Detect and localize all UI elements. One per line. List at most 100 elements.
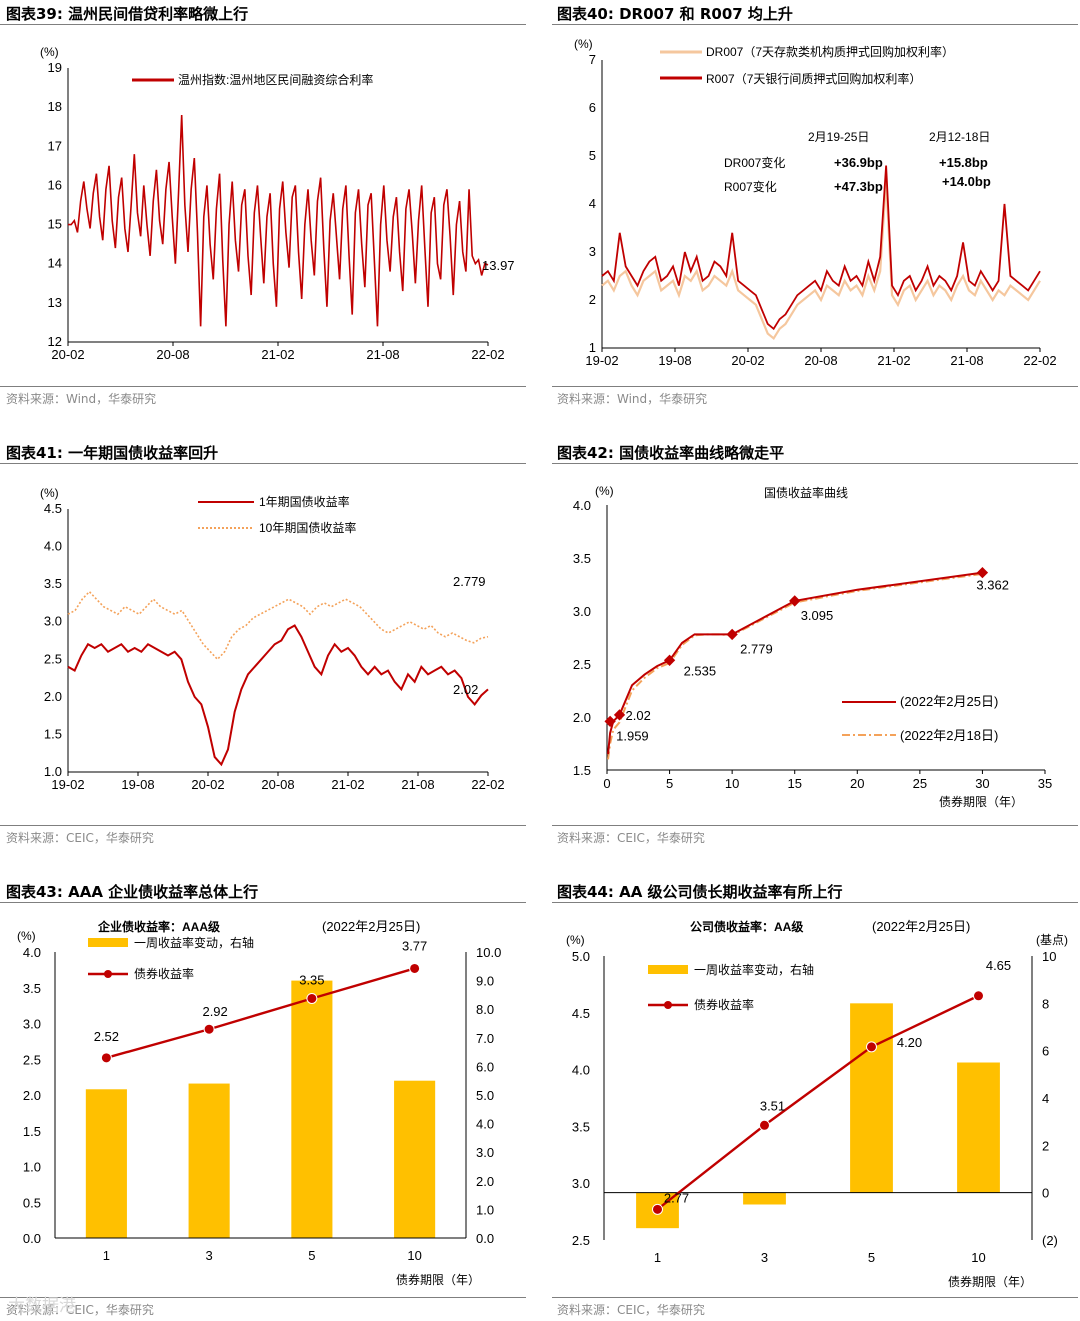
legend-swatch	[648, 965, 688, 974]
y-tick-label: 3.0	[44, 614, 62, 629]
x-tick-label: 1	[654, 1250, 661, 1265]
y-tick-label: 3.0	[572, 1176, 590, 1191]
legend-label: 10年期国债收益率	[259, 520, 356, 535]
x-tick-label: 22-02	[471, 777, 504, 792]
data-label: 2.77	[664, 1190, 689, 1205]
y-tick-label: 5.0	[572, 949, 590, 964]
y-tick-label: 18	[48, 99, 62, 114]
y2-tick-label: 6	[1042, 1044, 1049, 1059]
y-tick-label: 3.0	[23, 1017, 41, 1032]
y-tick-label: 3.0	[573, 604, 591, 619]
y-tick-label: 4.0	[23, 945, 41, 960]
annotation-text: 2月12-18日	[929, 130, 990, 144]
y-tick-label: 4.5	[572, 1006, 590, 1021]
bar	[957, 1062, 1000, 1193]
legend-label: (2022年2月18日)	[900, 728, 998, 743]
x-tick-label: 19-08	[658, 353, 691, 368]
y-tick-label: 1.0	[44, 764, 62, 779]
y-tick-label: 0.0	[23, 1231, 41, 1246]
title-rule	[0, 902, 526, 903]
source-note-44: 资料来源：CEIC，华泰研究	[557, 1303, 705, 1317]
chart-title: 公司债收益率：AA级	[690, 919, 803, 934]
annotation-value: +15.8bp	[939, 155, 988, 170]
series-line	[607, 572, 983, 760]
y-tick-label: 2.5	[44, 651, 62, 666]
x-tick-label: 15	[787, 776, 801, 791]
y-tick-label: 5	[589, 148, 596, 163]
data-point	[652, 1203, 663, 1215]
y-tick-label: 2.0	[23, 1088, 41, 1103]
x-tick-label: 10	[725, 776, 739, 791]
title-rule	[552, 902, 1078, 903]
y2-tick-label: 8	[1042, 996, 1049, 1011]
y2-tick-label: 3.0	[476, 1145, 494, 1160]
y-tick-label: 4.0	[572, 1063, 590, 1078]
panel-title-41: 图表41: 一年期国债收益率回升	[6, 444, 219, 462]
legend-label: 1年期国债收益率	[259, 494, 350, 509]
legend-label: DR007（7天存款类机构质押式回购加权利率）	[706, 44, 954, 59]
y-tick-label: 2.0	[573, 710, 591, 725]
annotation-value: +36.9bp	[834, 155, 883, 170]
x-tick-label: 25	[913, 776, 927, 791]
panel-title-39: 图表39: 温州民间借贷利率略微上行	[6, 5, 249, 23]
data-label: 2.779	[453, 574, 486, 589]
y-tick-label: 13	[48, 295, 62, 310]
x-tick-label: 5	[868, 1250, 875, 1265]
y2-tick-label: 7.0	[476, 1031, 494, 1046]
title-rule	[0, 24, 526, 25]
source-rule	[552, 386, 1078, 387]
x-tick-label: 19-02	[51, 777, 84, 792]
data-label: 4.65	[986, 958, 1011, 973]
y2-tick-label: 6.0	[476, 1059, 494, 1074]
legend-marker	[104, 970, 112, 978]
series-line	[68, 114, 489, 327]
y-tick-label: 1.5	[573, 763, 591, 778]
y-tick-label: 3	[589, 244, 596, 259]
title-rule	[0, 463, 526, 464]
source-note-43: 资料来源：CEIC，华泰研究	[6, 1303, 154, 1317]
series-line	[601, 165, 1041, 331]
chart-42: (%) 1.5 2.0 2.5 3.0 3.5 4.0 0 5 10 15 20 25 30 35 债券期限（…	[573, 484, 1052, 809]
legend-label: 债券收益率	[134, 966, 194, 981]
y-tick-label: 4	[589, 196, 596, 211]
chart-date: (2022年2月25日)	[322, 919, 420, 934]
x-tick-label: 10	[407, 1248, 421, 1263]
data-label: 13.97	[482, 258, 515, 273]
data-label: 2.52	[94, 1029, 119, 1044]
y2-axis-unit: (基点)	[1036, 933, 1068, 947]
legend-label: R007（7天银行间质押式回购加权利率）	[706, 71, 921, 86]
x-tick-label: 20-08	[261, 777, 294, 792]
data-label: 2.535	[684, 663, 717, 678]
panel-title-43: 图表43: AAA 企业债收益率总体上行	[6, 883, 259, 901]
x-tick-label: 5	[666, 776, 673, 791]
bar	[850, 1003, 893, 1193]
x-tick-label: 1	[103, 1248, 110, 1263]
y-tick-label: 2	[589, 292, 596, 307]
x-tick-label: 21-08	[401, 777, 434, 792]
x-tick-label: 21-02	[261, 347, 294, 362]
y2-tick-label: 2.0	[476, 1174, 494, 1189]
chart-39: (%) 12 13 14 15 16 17 18 19 20-02 20-08 21-02 21-08 2…	[40, 45, 515, 362]
chart-title: 国债收益率曲线	[764, 485, 848, 500]
bar	[188, 1083, 230, 1238]
y-tick-label: 3.5	[572, 1119, 590, 1134]
legend-label: 一周收益率变动，右轴	[694, 962, 814, 977]
y2-tick-label: 2	[1042, 1138, 1049, 1153]
y-axis-unit: (%)	[40, 486, 59, 500]
x-tick-label: 3	[761, 1250, 768, 1265]
legend-label: 温州指数:温州地区民间融资综合利率	[178, 72, 373, 87]
y2-tick-label: 0.0	[476, 1231, 494, 1246]
y-tick-label: 12	[48, 334, 62, 349]
source-rule	[0, 386, 526, 387]
y2-tick-label: 10.0	[476, 945, 501, 960]
series-line	[656, 994, 980, 1211]
data-label: 3.095	[801, 608, 834, 623]
x-tick-label: 20	[850, 776, 864, 791]
data-point	[203, 1023, 215, 1035]
x-tick-label: 10	[971, 1250, 985, 1265]
y2-tick-label: 1.0	[476, 1202, 494, 1217]
y-tick-label: 3.5	[23, 981, 41, 996]
y-tick-label: 3.5	[44, 576, 62, 591]
y-tick-label: 19	[48, 60, 62, 75]
data-label: 1.959	[616, 728, 649, 743]
